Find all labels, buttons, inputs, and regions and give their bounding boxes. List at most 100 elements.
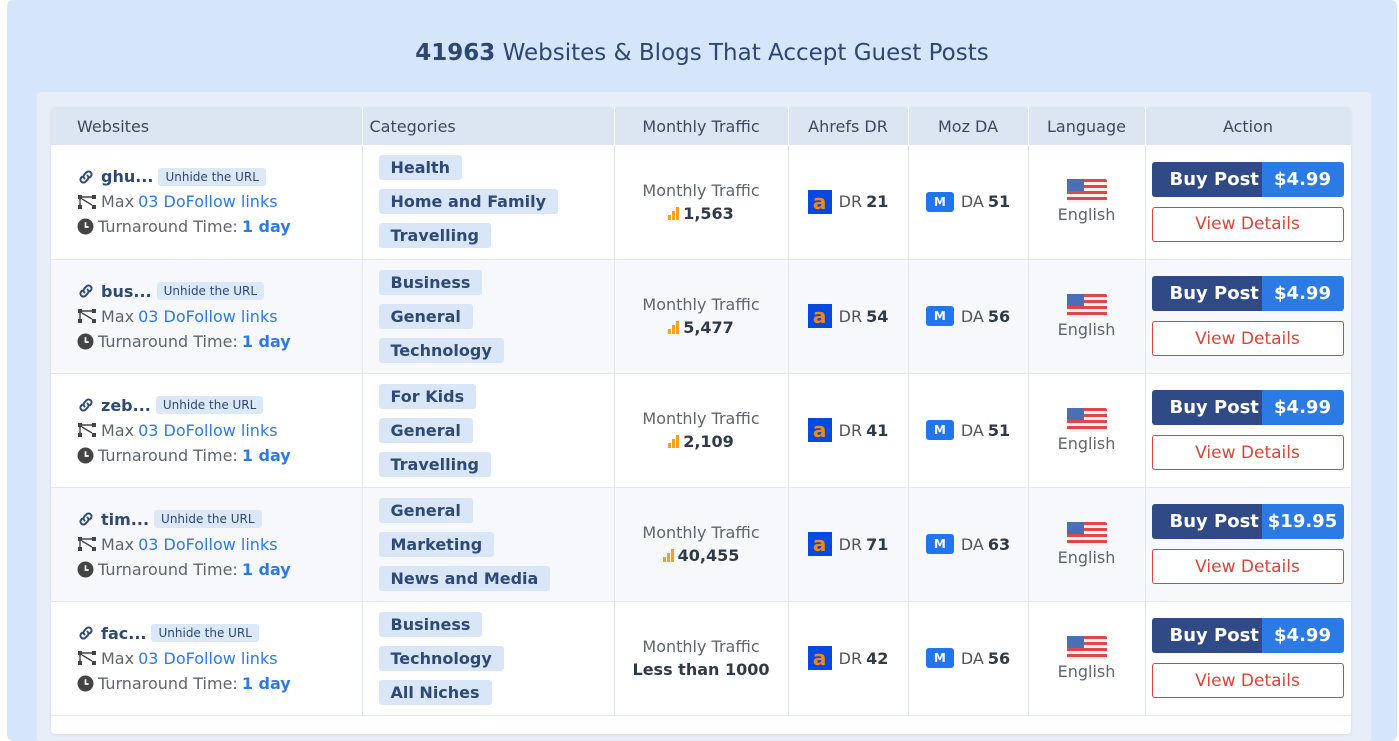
view-details-button[interactable]: View Details (1151, 435, 1344, 470)
dofollow-links[interactable]: 03 DoFollow links (138, 534, 278, 554)
category-tag[interactable]: Home and Family (378, 189, 559, 215)
language-value: English (1057, 319, 1116, 339)
categories-cell: Business General Technology (362, 259, 615, 374)
category-tag[interactable]: Business (378, 611, 483, 637)
ahrefs-icon: a (807, 304, 832, 328)
category-tag[interactable]: General (378, 303, 473, 329)
category-tag[interactable]: Marketing (378, 531, 495, 557)
category-tag[interactable]: General (378, 417, 473, 443)
buy-post-label[interactable]: Buy Post (1151, 276, 1262, 311)
category-tag[interactable]: Travelling (378, 451, 491, 477)
traffic-value: Less than 1000 (632, 660, 770, 679)
clock-icon (77, 218, 94, 235)
buy-post-label[interactable]: Buy Post (1151, 390, 1262, 425)
category-tag-row: Health (378, 151, 614, 185)
category-tag-row: Business (378, 265, 614, 299)
language-cell: English (1028, 601, 1146, 716)
dofollow-links[interactable]: 03 DoFollow links (138, 306, 278, 326)
view-details-button[interactable]: View Details (1151, 663, 1344, 698)
traffic-label: Monthly Traffic (642, 409, 760, 428)
turnaround-value: 1 day (241, 331, 291, 351)
da-value: 56 (987, 306, 1011, 326)
language-cell: English (1028, 145, 1146, 260)
dofollow-links[interactable]: 03 DoFollow links (138, 420, 278, 440)
category-tag-row: Technology (378, 333, 614, 367)
view-details-button[interactable]: View Details (1151, 321, 1344, 356)
unhide-url-button[interactable]: Unhide the URL (155, 396, 264, 414)
moz-icon: M (925, 191, 954, 212)
language-cell: English (1028, 373, 1146, 488)
turnaround-label: Turnaround Time: (98, 217, 238, 237)
category-tag[interactable]: Health (378, 155, 463, 181)
moz-da-cell: M DA 51 (908, 145, 1029, 260)
ahrefs-icon: a (807, 418, 832, 442)
category-tag[interactable]: News and Media (378, 565, 551, 591)
category-tag-row: Technology (378, 641, 614, 675)
buy-post-button[interactable]: Buy Post $4.99 (1151, 618, 1344, 653)
category-tag[interactable]: Travelling (378, 223, 491, 249)
dofollow-links[interactable]: 03 DoFollow links (138, 192, 278, 212)
unhide-url-button[interactable]: Unhide the URL (158, 167, 266, 186)
link-icon (77, 624, 95, 642)
buy-post-label[interactable]: Buy Post (1151, 618, 1262, 653)
unhide-url-button[interactable]: Unhide the URL (151, 624, 259, 642)
category-tag-row: General (378, 299, 614, 333)
action-cell: Buy Post $4.99 View Details (1145, 259, 1351, 374)
category-tag[interactable]: Business (378, 269, 483, 295)
us-flag-icon (1066, 293, 1107, 318)
buy-post-price[interactable]: $19.95 (1261, 504, 1344, 539)
website-domain[interactable]: bus... (101, 281, 152, 301)
dr-label: DR (838, 306, 863, 326)
traffic-label: Monthly Traffic (642, 523, 760, 542)
dr-value: 21 (866, 192, 889, 212)
turnaround-label: Turnaround Time: (98, 331, 238, 351)
buy-post-button[interactable]: Buy Post $4.99 (1151, 161, 1344, 197)
website-domain[interactable]: fac... (101, 623, 147, 643)
category-tag[interactable]: For Kids (378, 383, 477, 409)
table-row: ghu... Unhide the URL Max 03 DoFollow li… (51, 145, 1351, 260)
da-label: DA (960, 192, 984, 212)
ahrefs-dr-cell: a DR 54 (788, 259, 909, 374)
us-flag-icon (1066, 179, 1107, 204)
buy-post-price[interactable]: $4.99 (1261, 276, 1344, 311)
traffic-value: 5,477 (683, 318, 734, 337)
traffic-label: Monthly Traffic (642, 295, 760, 314)
buy-post-price[interactable]: $4.99 (1261, 618, 1344, 653)
max-label: Max (101, 534, 135, 554)
buy-post-label[interactable]: Buy Post (1151, 504, 1262, 539)
buy-post-button[interactable]: Buy Post $19.95 (1151, 504, 1344, 539)
category-tag-row: Home and Family (378, 185, 614, 219)
buy-post-price[interactable]: $4.99 (1261, 161, 1344, 197)
category-tag[interactable]: General (378, 497, 473, 523)
view-details-button[interactable]: View Details (1151, 549, 1344, 584)
traffic-value-wrap: 5,477 (615, 318, 788, 337)
category-tag[interactable]: Technology (378, 337, 504, 363)
view-details-button[interactable]: View Details (1151, 206, 1344, 242)
buy-post-button[interactable]: Buy Post $4.99 (1151, 276, 1344, 311)
language-value: English (1057, 433, 1116, 453)
traffic-label: Monthly Traffic (642, 637, 760, 656)
moz-icon: M (925, 534, 954, 554)
dr-value: 41 (866, 420, 889, 440)
website-domain[interactable]: zeb... (101, 395, 151, 415)
us-flag-icon (1066, 521, 1107, 546)
categories-cell: Health Home and Family Travelling (362, 145, 615, 260)
website-domain[interactable]: tim... (101, 509, 150, 529)
nodes-icon (77, 194, 97, 210)
category-tag[interactable]: Technology (378, 645, 504, 671)
da-value: 51 (987, 192, 1011, 212)
da-label: DA (960, 420, 984, 440)
buy-post-label[interactable]: Buy Post (1151, 161, 1262, 197)
dofollow-links[interactable]: 03 DoFollow links (138, 648, 278, 668)
buy-post-price[interactable]: $4.99 (1261, 390, 1344, 425)
category-tag[interactable]: All Niches (378, 679, 492, 705)
buy-post-button[interactable]: Buy Post $4.99 (1151, 390, 1344, 425)
categories-cell: For Kids General Travelling (362, 373, 615, 488)
website-cell: ghu... Unhide the URL Max 03 DoFollow li… (51, 145, 363, 260)
website-domain[interactable]: ghu... (101, 167, 154, 187)
dr-label: DR (838, 648, 863, 668)
unhide-url-button[interactable]: Unhide the URL (154, 510, 262, 528)
traffic-cell: Monthly Traffic 1,563 (614, 145, 789, 260)
unhide-url-button[interactable]: Unhide the URL (156, 282, 265, 300)
dr-label: DR (838, 420, 863, 440)
